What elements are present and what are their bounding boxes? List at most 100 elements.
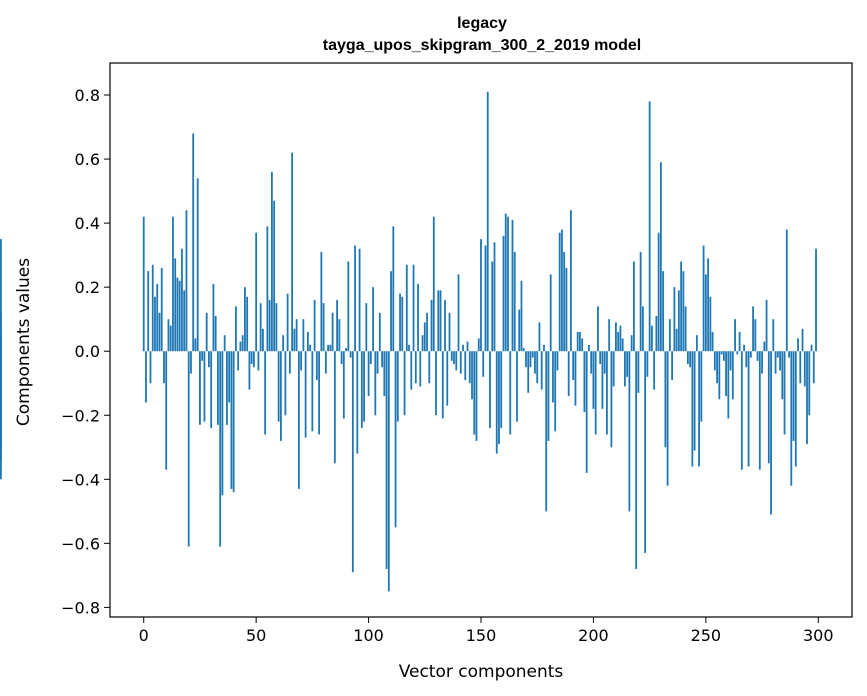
bar-118 — [408, 344, 410, 352]
bar-155 — [491, 261, 494, 352]
x-tick-label: 300 — [803, 626, 834, 645]
bar-287 — [788, 351, 790, 358]
bar-77 — [315, 351, 318, 381]
y-tick-label: 0.8 — [75, 86, 100, 105]
bar-177 — [540, 351, 543, 390]
bar-278 — [767, 351, 770, 464]
bar-185 — [558, 232, 561, 352]
bar-3 — [149, 351, 152, 384]
bar-262 — [731, 351, 734, 400]
bar-200 — [592, 351, 595, 409]
bar-109 — [387, 351, 390, 592]
bar-131 — [437, 290, 440, 352]
bar-10 — [165, 351, 168, 470]
bar-11 — [167, 319, 170, 352]
bar-58 — [273, 200, 276, 352]
bar-259 — [725, 351, 727, 397]
bar-194 — [579, 331, 581, 352]
x-tick-label: 0 — [139, 626, 149, 645]
bar-193 — [576, 331, 579, 352]
bar-54 — [264, 351, 267, 435]
bar-107 — [383, 351, 386, 397]
y-tick-label: 0.6 — [75, 150, 100, 169]
bar-282 — [776, 351, 779, 358]
bar-17 — [181, 248, 183, 352]
bar-264 — [736, 351, 739, 355]
bar-187 — [563, 251, 566, 352]
bar-227 — [653, 351, 656, 390]
bar-141 — [459, 351, 462, 374]
bar-197 — [585, 351, 588, 473]
bar-72 — [304, 351, 307, 438]
bar-283 — [779, 351, 781, 371]
x-tick-label: 250 — [691, 626, 722, 645]
bar-175 — [536, 351, 539, 384]
bar-115 — [401, 296, 404, 352]
bar-253 — [711, 331, 714, 352]
bar-56 — [268, 299, 271, 352]
bar-27 — [203, 351, 206, 422]
y-tick-label: −0.8 — [61, 598, 100, 617]
bar-23 — [194, 338, 197, 352]
bar-286 — [785, 229, 788, 352]
bar-97 — [360, 351, 363, 429]
bar-174 — [534, 351, 536, 374]
bar-125 — [423, 322, 426, 352]
bar-147 — [473, 351, 476, 435]
bar-2 — [147, 271, 150, 352]
bar-236 — [673, 287, 676, 352]
x-axis-label: Vector components — [399, 662, 564, 682]
bar-7 — [158, 312, 161, 352]
bar-257 — [720, 351, 723, 355]
bar-269 — [747, 351, 750, 467]
bar-undefined — [0, 351, 2, 448]
bar-274 — [758, 351, 761, 470]
bar-6 — [156, 283, 159, 352]
bar-136 — [448, 312, 451, 352]
x-tick-label: 100 — [353, 626, 384, 645]
bar-225 — [648, 101, 651, 352]
bar-249 — [702, 245, 705, 352]
bar-133 — [441, 351, 444, 419]
bar-139 — [455, 351, 458, 371]
x-tick-label: 50 — [246, 626, 266, 645]
bar-230 — [659, 162, 662, 352]
bar-106 — [381, 351, 383, 368]
bar-66 — [291, 152, 294, 352]
bar-276 — [763, 341, 766, 352]
y-tick-label: −0.2 — [61, 406, 100, 425]
bar-59 — [275, 303, 278, 352]
bar-35 — [221, 351, 224, 496]
bar-33 — [217, 351, 219, 425]
bar-190 — [570, 210, 572, 352]
bar-299 — [815, 248, 817, 352]
bar-204 — [601, 351, 604, 409]
bar-89 — [342, 351, 345, 419]
bar-129 — [432, 216, 435, 352]
bar-13 — [172, 216, 174, 352]
bar-146 — [471, 351, 473, 400]
bar-79 — [320, 251, 323, 352]
bar-232 — [664, 351, 667, 448]
bar-96 — [358, 248, 361, 352]
bar-196 — [583, 351, 586, 413]
bar-48 — [250, 351, 253, 365]
x-tick-label: 200 — [578, 626, 609, 645]
bar-75 — [311, 351, 314, 432]
bar-126 — [426, 312, 428, 352]
bar-39 — [230, 351, 233, 489]
bar-37 — [226, 351, 228, 425]
bar-201 — [594, 351, 597, 435]
bar-260 — [727, 351, 730, 419]
bar-220 — [637, 351, 640, 393]
bar-199 — [590, 351, 593, 374]
bar-222 — [641, 306, 644, 352]
bar-251 — [707, 258, 709, 352]
plot-frame — [109, 62, 853, 618]
bar-5 — [154, 296, 156, 352]
bar-158 — [498, 351, 500, 445]
bar-1 — [145, 351, 147, 403]
bar-216 — [628, 351, 631, 512]
bar-297 — [810, 344, 813, 352]
